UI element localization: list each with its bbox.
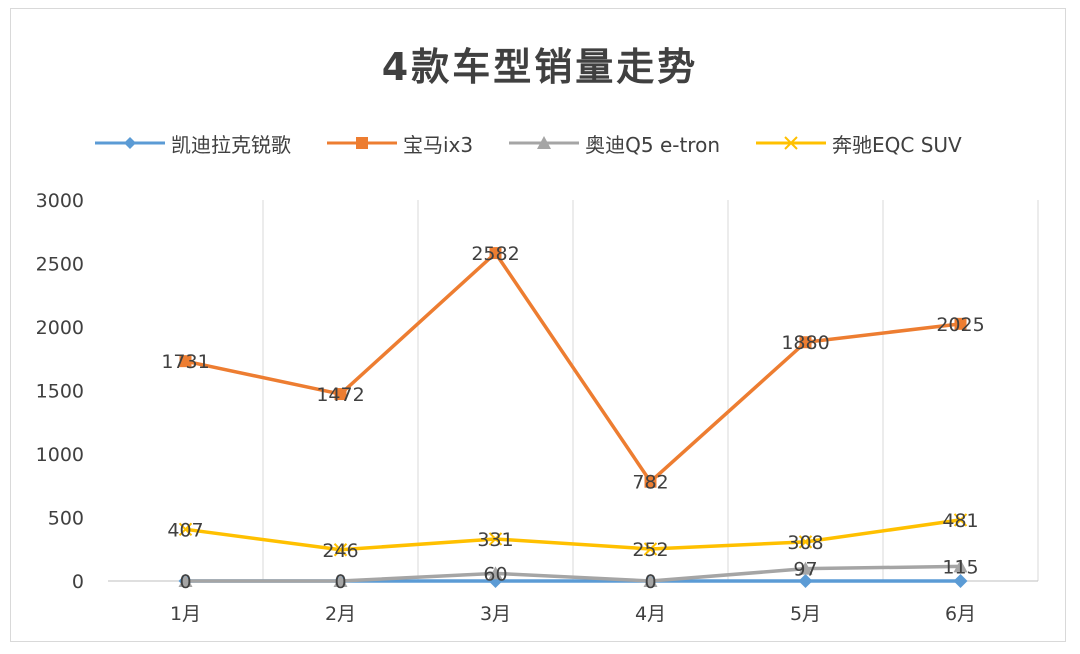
data-label: 0	[179, 571, 191, 593]
data-label: 407	[167, 519, 203, 541]
y-tick-label: 0	[72, 571, 84, 593]
data-point	[488, 532, 503, 546]
y-tick-label: 500	[48, 508, 84, 530]
legend-item-2: 奥迪Q5 e-tron	[509, 129, 720, 158]
legend-item-1: 宝马ix3	[327, 129, 473, 158]
x-tick-label: 1月	[170, 603, 201, 625]
series-line-2	[185, 564, 961, 583]
data-point	[178, 522, 193, 537]
legend-label-1: 宝马ix3	[403, 132, 474, 157]
y-tick-label: 1000	[36, 444, 84, 466]
data-point	[488, 566, 503, 580]
data-point	[953, 513, 968, 527]
data-label: 115	[942, 556, 978, 578]
data-point	[334, 388, 347, 401]
data-label: 1731	[161, 351, 209, 373]
data-point	[179, 355, 192, 368]
data-point	[333, 574, 348, 587]
y-tick-label: 1500	[36, 381, 84, 403]
data-label: 782	[632, 472, 668, 494]
data-label: 60	[483, 563, 507, 585]
data-point	[953, 574, 968, 588]
series-line-1	[185, 251, 961, 484]
x-tick-label: 2月	[325, 603, 356, 625]
data-point	[489, 247, 502, 260]
y-tick-label: 3000	[36, 190, 84, 212]
x-tick-label: 3月	[480, 603, 511, 625]
data-point	[798, 535, 813, 549]
data-label: 481	[942, 510, 978, 532]
y-tick-label: 2000	[36, 317, 84, 339]
legend-swatch-1	[327, 137, 397, 149]
legend-item-0: 凯迪拉克锐歌	[95, 129, 291, 158]
y-tick-label: 2500	[36, 254, 84, 276]
data-label: 331	[477, 529, 513, 551]
data-label: 2582	[471, 243, 519, 265]
data-label: 1880	[781, 332, 829, 354]
series-line-3	[185, 518, 961, 552]
legend: 凯迪拉克锐歌 宝马ix3 奥迪Q5 e-tron 奔驰EQC SUV	[95, 128, 962, 158]
legend-label-0: 凯迪拉克锐歌	[171, 132, 291, 157]
data-label: 252	[632, 539, 668, 561]
data-label: 1472	[316, 384, 364, 406]
data-label: 246	[322, 540, 358, 562]
data-point	[799, 336, 812, 349]
chart-frame	[10, 8, 1066, 642]
data-point	[178, 574, 193, 587]
legend-label-3: 奔驰EQC SUV	[832, 132, 962, 157]
data-label: 97	[793, 559, 817, 581]
data-point	[333, 543, 348, 557]
x-tick-label: 5月	[790, 603, 821, 625]
legend-item-3: 奔驰EQC SUV	[756, 129, 962, 158]
data-label: 0	[334, 571, 346, 593]
data-point	[643, 542, 658, 556]
data-label: 0	[644, 571, 656, 593]
data-point	[953, 559, 968, 573]
data-point	[798, 574, 813, 588]
data-point	[954, 317, 967, 330]
data-label: 2025	[936, 314, 984, 336]
data-point	[643, 574, 658, 587]
legend-swatch-3	[756, 136, 827, 150]
x-tick-label: 6月	[945, 603, 976, 625]
legend-label-2: 奥迪Q5 e-tron	[585, 132, 721, 157]
data-label: 308	[787, 532, 823, 554]
x-tick-label: 4月	[635, 603, 666, 625]
chart-title: 4款车型销量走势	[381, 45, 699, 89]
legend-swatch-0	[95, 137, 165, 149]
data-point	[798, 561, 813, 575]
legend-swatch-2	[509, 136, 580, 149]
data-point	[644, 475, 657, 488]
